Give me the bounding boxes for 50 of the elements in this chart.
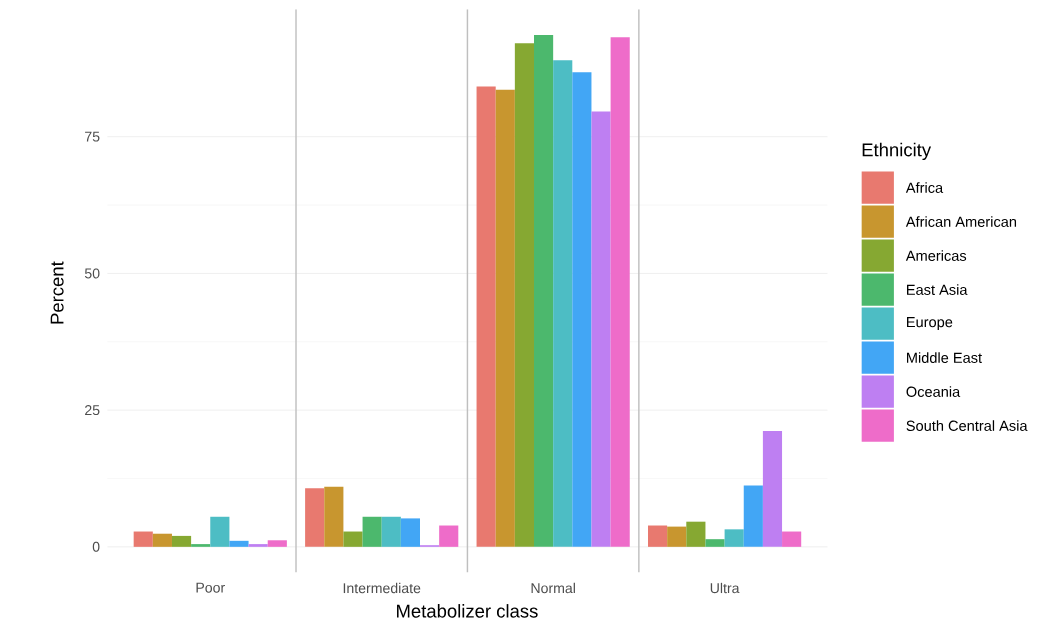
y-tick-label: 50 (84, 268, 100, 279)
y-tick-label: 0 (92, 541, 100, 552)
bar (667, 526, 687, 547)
bar (381, 516, 401, 547)
bar (724, 529, 744, 547)
bar (152, 533, 172, 547)
bar (705, 539, 725, 547)
y-tick-label: 75 (85, 131, 100, 142)
bar (495, 89, 515, 547)
legend-label: South Central Asia (906, 420, 1028, 431)
bar (229, 540, 249, 547)
bar (572, 71, 592, 547)
legend-label: East Asia (907, 284, 968, 295)
bar (591, 111, 611, 547)
bar (762, 430, 783, 547)
y-axis-title: Percent (50, 261, 64, 324)
bar (248, 543, 268, 547)
x-tick-label: Ultra (710, 582, 740, 594)
bar (171, 535, 192, 547)
x-tick-label: Intermediate (343, 582, 421, 594)
legend-label: Europe (907, 316, 953, 330)
bar (362, 516, 382, 547)
y-tick-label: 25 (85, 404, 100, 415)
bar (305, 488, 325, 547)
bar (191, 543, 211, 547)
bar (782, 531, 802, 547)
bar (610, 36, 630, 547)
bar (267, 540, 287, 547)
bar (343, 531, 363, 547)
bar (553, 59, 573, 547)
bar (648, 525, 668, 547)
bar (210, 516, 230, 547)
bar (324, 486, 344, 547)
bar (439, 525, 459, 547)
bar (534, 34, 554, 547)
legend-title: Ethnicity (862, 142, 932, 160)
x-tick-label: Poor (196, 582, 225, 593)
legend-label: African American (905, 216, 1017, 227)
legend-label: Middle East (907, 352, 982, 363)
bar (686, 521, 706, 547)
legend-label: Africa (905, 182, 944, 193)
bar (514, 43, 535, 547)
x-tick-label: Normal (531, 582, 575, 594)
legend-label: Americas (905, 250, 967, 261)
legend-label: Oceania (906, 386, 961, 397)
x-axis-title: Metabolizer class (397, 603, 538, 618)
bar (743, 485, 763, 547)
bar (400, 518, 421, 547)
bar (133, 531, 153, 547)
bar (476, 86, 496, 547)
